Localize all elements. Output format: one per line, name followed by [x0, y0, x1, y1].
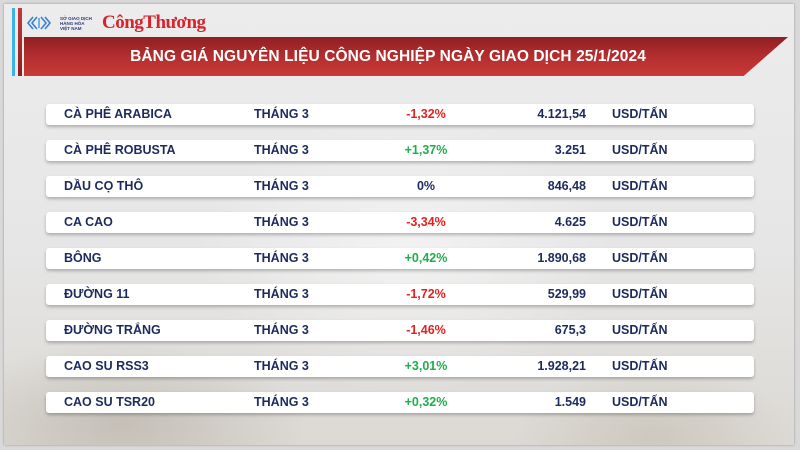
contract-month: THÁNG 3 [254, 359, 309, 373]
contract-month: THÁNG 3 [254, 395, 309, 409]
contract-month: THÁNG 3 [254, 251, 309, 265]
table-row: ĐƯỜNG TRẮNG THÁNG 3 -1,46% 675,3 USD/TẤN [46, 320, 754, 341]
price-unit: USD/TẤN [612, 287, 668, 301]
price-unit: USD/TẤN [612, 107, 668, 121]
commodity-name: ĐƯỜNG 11 [64, 287, 130, 301]
commodity-name: CÀ PHÊ ARABICA [64, 107, 172, 121]
table-row: CAO SU RSS3 THÁNG 3 +3,01% 1.928,21 USD/… [46, 356, 754, 377]
change-percent: -1,32% [406, 107, 446, 121]
price-value: 675,3 [554, 323, 586, 337]
change-percent: +3,01% [404, 359, 448, 373]
commodity-name: ĐƯỜNG TRẮNG [64, 323, 161, 337]
price-unit: USD/TẤN [612, 323, 668, 337]
change-percent: +1,37% [404, 143, 448, 157]
accent-stripe-blue [12, 8, 15, 76]
commodity-name: BÔNG [64, 251, 102, 265]
table-row: CÀ PHÊ ROBUSTA THÁNG 3 +1,37% 3.251 USD/… [46, 140, 754, 161]
price-value: 3.251 [554, 143, 586, 157]
change-percent: -1,72% [406, 287, 446, 301]
price-value: 4.625 [554, 215, 586, 229]
price-unit: USD/TẤN [612, 215, 668, 229]
price-value: 1.928,21 [537, 359, 586, 373]
contract-month: THÁNG 3 [254, 179, 309, 193]
price-unit: USD/TẤN [612, 143, 668, 157]
price-value: 1.549 [554, 395, 586, 409]
price-value: 1.890,68 [537, 251, 586, 265]
contract-month: THÁNG 3 [254, 107, 309, 121]
change-percent: -3,34% [406, 215, 446, 229]
contract-month: THÁNG 3 [254, 143, 309, 157]
commodity-name: CA CAO [64, 215, 113, 229]
title-banner: BẢNG GIÁ NGUYÊN LIỆU CÔNG NGHIỆP NGÀY GI… [24, 37, 788, 76]
price-unit: USD/TẤN [612, 179, 668, 193]
table-row: CA CAO THÁNG 3 -3,34% 4.625 USD/TẤN [46, 212, 754, 233]
price-value: 4.121,54 [537, 107, 586, 121]
exchange-logo-icon [26, 16, 52, 30]
change-percent: +0,42% [404, 251, 448, 265]
brand-logo: CôngThương [102, 12, 206, 33]
change-percent: 0% [416, 179, 436, 193]
header-logo: SỞ GIAO DỊCH HÀNG HÓA VIỆT NAM CôngThươn… [26, 10, 206, 36]
price-value: 846,48 [547, 179, 586, 193]
contract-month: THÁNG 3 [254, 215, 309, 229]
logo-line-3: VIỆT NAM [60, 25, 82, 31]
contract-month: THÁNG 3 [254, 323, 309, 337]
price-unit: USD/TẤN [612, 359, 668, 373]
change-percent: -1,46% [406, 323, 446, 337]
price-unit: USD/TẤN [612, 395, 668, 409]
contract-month: THÁNG 3 [254, 287, 309, 301]
price-unit: USD/TẤN [612, 251, 668, 265]
table-row: ĐƯỜNG 11 THÁNG 3 -1,72% 529,99 USD/TẤN [46, 284, 754, 305]
accent-stripe-red [18, 8, 22, 76]
logo-line-1: SỞ GIAO DỊCH [60, 15, 92, 21]
logo-line-2: HÀNG HÓA [60, 20, 85, 26]
exchange-name: SỞ GIAO DỊCH HÀNG HÓA VIỆT NAM [60, 16, 94, 31]
change-percent: +0,32% [404, 395, 448, 409]
table-row: CAO SU TSR20 THÁNG 3 +0,32% 1.549 USD/TẤ… [46, 392, 754, 413]
page-title: BẢNG GIÁ NGUYÊN LIỆU CÔNG NGHIỆP NGÀY GI… [130, 47, 646, 65]
commodity-name: CÀ PHÊ ROBUSTA [64, 143, 176, 157]
table-row: CÀ PHÊ ARABICA THÁNG 3 -1,32% 4.121,54 U… [46, 104, 754, 125]
table-row: DẦU CỌ THÔ THÁNG 3 0% 846,48 USD/TẤN [46, 176, 754, 197]
price-value: 529,99 [547, 287, 586, 301]
commodity-name: CAO SU TSR20 [64, 395, 155, 409]
commodity-name: CAO SU RSS3 [64, 359, 149, 373]
commodity-name: DẦU CỌ THÔ [64, 179, 144, 193]
table-row: BÔNG THÁNG 3 +0,42% 1.890,68 USD/TẤN [46, 248, 754, 269]
